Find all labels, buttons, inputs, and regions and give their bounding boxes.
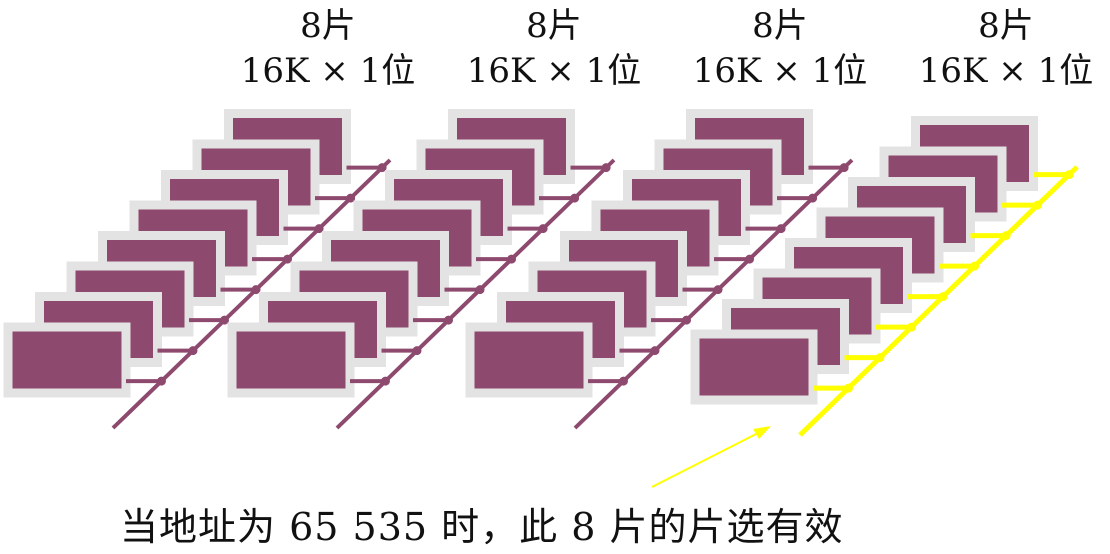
group-1-chip-count: 8片	[300, 6, 356, 46]
junction-dot	[745, 254, 755, 264]
junction-dot	[970, 261, 980, 271]
group-4-chip-count: 8片	[978, 6, 1034, 46]
memory-chip	[3, 322, 131, 398]
junction-dot	[601, 163, 611, 173]
junction-dot	[444, 315, 454, 325]
group-4-label: 8片 16K × 1位	[906, 6, 1106, 96]
chip-group-4	[690, 116, 1079, 437]
junction-dot	[776, 224, 786, 234]
junction-dot	[650, 346, 660, 356]
pointer-arrow	[651, 426, 771, 488]
group-2-label: 8片 16K × 1位	[454, 6, 654, 96]
group-3-chip-spec: 16K × 1位	[692, 51, 868, 91]
junction-dot	[346, 193, 356, 203]
junction-dot	[907, 322, 917, 332]
junction-dot	[1001, 231, 1011, 241]
junction-dot	[570, 193, 580, 203]
junction-dot	[843, 383, 853, 393]
junction-dot	[412, 346, 422, 356]
junction-dot	[188, 346, 198, 356]
junction-dot	[1064, 170, 1074, 180]
junction-dot	[251, 285, 261, 295]
junction-dot	[507, 254, 517, 264]
group-1-label: 8片 16K × 1位	[228, 6, 428, 96]
caption: 当地址为 65 535 时，此 8 片的片选有效	[120, 505, 844, 549]
junction-dot	[839, 163, 849, 173]
arrow-shaft	[651, 431, 761, 488]
junction-dot	[875, 353, 885, 363]
group-3-label: 8片 16K × 1位	[680, 6, 880, 96]
junction-dot	[283, 254, 293, 264]
chip-group-1	[3, 109, 392, 430]
junction-dot	[220, 315, 230, 325]
chip-group-3	[465, 109, 854, 430]
junction-dot	[314, 224, 324, 234]
group-2-chip-spec: 16K × 1位	[466, 51, 642, 91]
junction-dot	[713, 285, 723, 295]
junction-dot	[808, 193, 818, 203]
group-1-chip-spec: 16K × 1位	[240, 51, 416, 91]
junction-dot	[618, 376, 628, 386]
memory-chip	[227, 322, 355, 398]
junction-dot	[380, 376, 390, 386]
junction-dot	[938, 292, 948, 302]
junction-dot	[377, 163, 387, 173]
memory-chip	[690, 329, 818, 405]
chip-group-2	[227, 109, 616, 430]
junction-dot	[1033, 200, 1043, 210]
group-4-chip-spec: 16K × 1位	[918, 51, 1094, 91]
arrow-head	[753, 426, 771, 439]
junction-dot	[156, 376, 166, 386]
group-3-chip-count: 8片	[752, 6, 808, 46]
junction-dot	[475, 285, 485, 295]
memory-chip	[465, 322, 593, 398]
group-2-chip-count: 8片	[526, 6, 582, 46]
junction-dot	[538, 224, 548, 234]
junction-dot	[682, 315, 692, 325]
